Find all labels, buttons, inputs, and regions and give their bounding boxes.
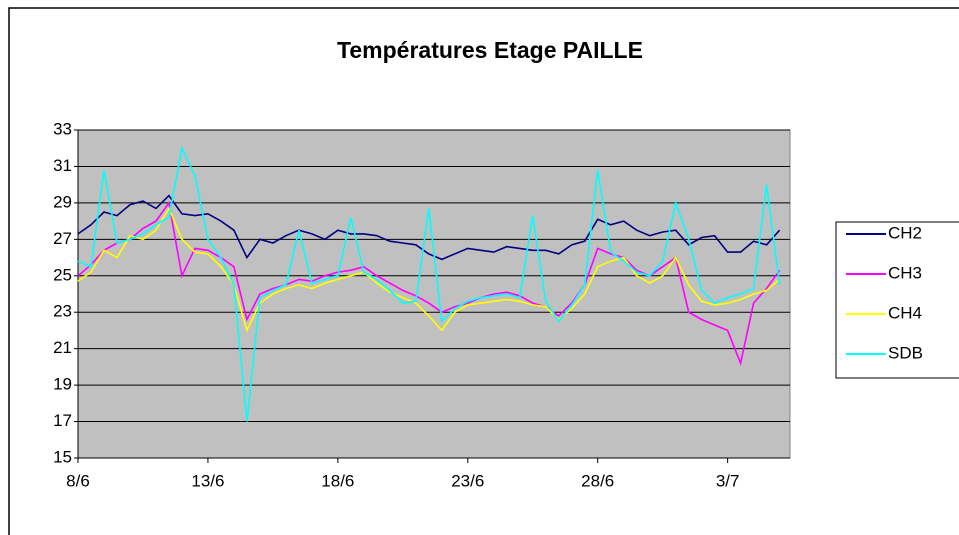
series-line: [77, 145, 781, 422]
y-tick-label: 15: [53, 447, 72, 466]
y-tick-label: 19: [53, 375, 72, 394]
x-tick-label: 18/6: [321, 471, 354, 490]
x-tick-label: 13/6: [191, 471, 224, 490]
x-tick-label: 3/7: [716, 471, 740, 490]
series-line: [77, 200, 781, 366]
legend-box: [835, 221, 959, 379]
plot-area: [77, 129, 791, 459]
series-line: [77, 194, 781, 261]
legend-label: CH4: [888, 303, 922, 322]
y-tick-label: 31: [53, 156, 72, 175]
chart-title: Températures Etage PAILLE: [337, 37, 643, 63]
series-line: [77, 206, 781, 333]
legend-label: SDB: [888, 343, 923, 362]
y-tick-label: 17: [53, 411, 72, 430]
x-tick-label: 8/6: [66, 471, 90, 490]
x-tick-label: 23/6: [451, 471, 484, 490]
x-tick-label: 28/6: [581, 471, 614, 490]
y-tick-label: 23: [53, 302, 72, 321]
y-tick-label: 33: [53, 119, 72, 138]
y-tick-label: 27: [53, 229, 72, 248]
y-tick-label: 29: [53, 192, 72, 211]
legend-label: CH2: [888, 223, 922, 242]
legend-label: CH3: [888, 263, 922, 282]
y-tick-label: 21: [53, 338, 72, 357]
y-tick-label: 25: [53, 265, 72, 284]
